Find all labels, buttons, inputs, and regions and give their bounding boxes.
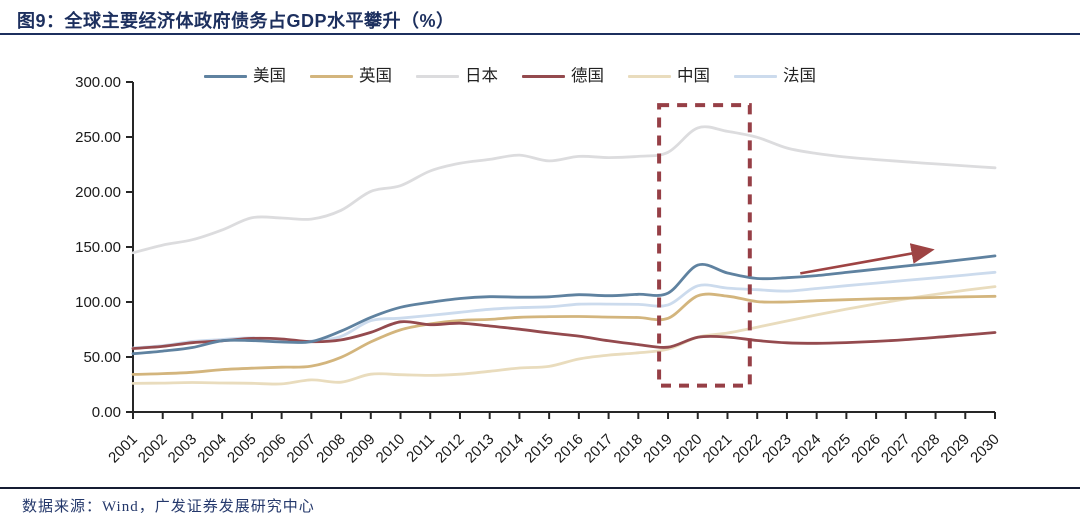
- x-tick-label: 2002: [135, 431, 171, 467]
- x-tick-label: 2004: [194, 431, 230, 467]
- series-line-美国: [131, 254, 997, 356]
- x-tick-label: 2017: [581, 431, 617, 467]
- legend-label: 法国: [783, 67, 816, 85]
- legend-swatch-icon: [628, 74, 671, 78]
- y-tick-label: 0.00: [92, 404, 121, 421]
- chart-legend: 美国 英国 日本 德国 中国 法国: [204, 68, 816, 85]
- x-tick-label: 2026: [848, 431, 884, 467]
- title-rule: [0, 33, 1080, 35]
- series-line-中国: [131, 285, 997, 386]
- x-tick-label: 2021: [700, 431, 736, 467]
- footer-rule: [0, 487, 1080, 489]
- legend-item-美国: 美国: [204, 68, 286, 85]
- x-tick-label: 2009: [343, 431, 379, 467]
- y-tick-label: 150.00: [75, 239, 121, 256]
- data-source-note: 数据来源：Wind，广发证券发展研究中心: [22, 499, 315, 515]
- y-tick-label: 100.00: [75, 294, 121, 311]
- legend-item-法国: 法国: [734, 68, 816, 85]
- x-tick-label: 2024: [789, 431, 825, 467]
- x-tick-label: 2011: [403, 431, 438, 466]
- x-tick-label: 2016: [551, 431, 587, 467]
- x-tick-label: 2030: [967, 431, 1003, 467]
- y-tick-label: 50.00: [83, 349, 121, 366]
- y-tick-label: 300.00: [75, 74, 121, 91]
- x-axis-labels: 2001200220032004200520062007200820092010…: [105, 412, 1003, 466]
- x-tick-label: 2025: [819, 431, 855, 467]
- legend-item-英国: 英国: [310, 68, 392, 85]
- x-tick-label: 2006: [254, 431, 290, 467]
- x-tick-label: 2003: [165, 431, 201, 467]
- series-line-法国: [131, 270, 997, 350]
- x-tick-label: 2007: [284, 431, 320, 467]
- y-tick-label: 250.00: [75, 129, 121, 146]
- legend-label: 中国: [677, 67, 710, 85]
- legend-swatch-icon: [522, 74, 565, 78]
- x-tick-label: 2028: [908, 431, 944, 467]
- figure-title: 图9：全球主要经济体政府债务占GDP水平攀升（%）: [17, 11, 455, 31]
- series-line-日本: [131, 125, 997, 255]
- x-tick-label: 2013: [462, 431, 498, 467]
- x-tick-label: 2027: [878, 431, 914, 467]
- x-tick-label: 2012: [432, 431, 468, 467]
- legend-swatch-icon: [416, 74, 459, 78]
- legend-item-德国: 德国: [522, 68, 604, 85]
- series-line-德国: [131, 320, 997, 350]
- legend-swatch-icon: [310, 74, 353, 78]
- x-tick-label: 2001: [105, 431, 141, 467]
- series-lines: [131, 125, 997, 386]
- x-tick-label: 2010: [373, 431, 409, 467]
- legend-item-日本: 日本: [416, 68, 498, 85]
- series-line-英国: [131, 292, 997, 376]
- legend-label: 英国: [359, 67, 392, 85]
- trend-arrow: [800, 243, 935, 275]
- x-tick-label: 2020: [670, 431, 706, 467]
- x-tick-label: 2018: [611, 431, 647, 467]
- x-tick-label: 2023: [759, 431, 795, 467]
- legend-swatch-icon: [204, 74, 247, 78]
- highlight-dashed-box: [657, 103, 752, 388]
- legend-item-中国: 中国: [628, 68, 710, 85]
- legend-label: 日本: [465, 67, 498, 85]
- x-tick-label: 2005: [224, 431, 260, 467]
- legend-label: 美国: [253, 67, 286, 85]
- y-axis-labels: 0.00 50.00 100.00 150.00 200.00 250.00 300.00: [75, 74, 133, 421]
- x-tick-label: 2014: [492, 431, 528, 467]
- legend-label: 德国: [571, 67, 604, 85]
- x-tick-label: 2008: [313, 431, 349, 467]
- y-tick-label: 200.00: [75, 184, 121, 201]
- x-tick-label: 2019: [640, 431, 676, 467]
- legend-swatch-icon: [734, 74, 777, 78]
- x-tick-label: 2022: [729, 431, 765, 467]
- x-tick-label: 2015: [521, 431, 557, 467]
- x-tick-label: 2029: [937, 431, 973, 467]
